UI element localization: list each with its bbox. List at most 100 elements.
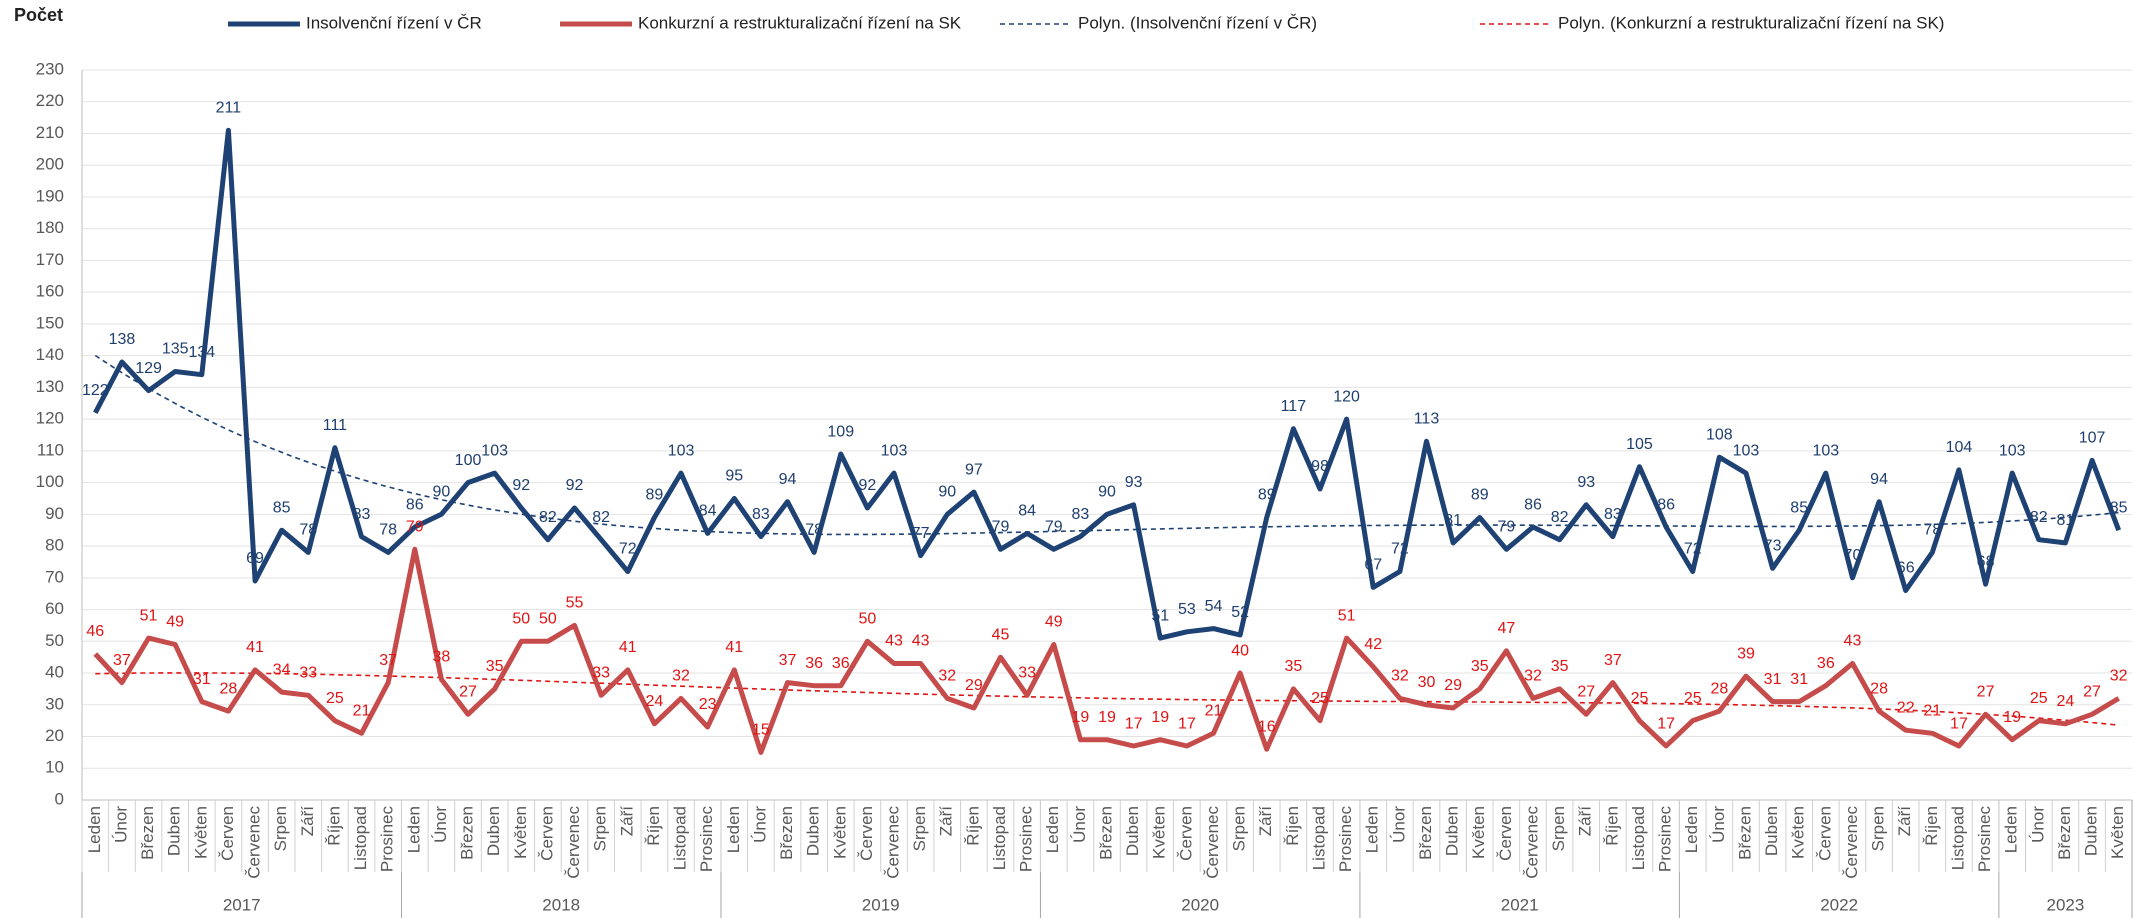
data-label: 72	[1391, 541, 1409, 558]
y-tick-label: 110	[37, 440, 64, 459]
legend-label: Konkurzní a restrukturalizační řízení na…	[638, 13, 962, 32]
data-label: 50	[539, 611, 557, 628]
x-tick-label: Září	[1256, 806, 1275, 837]
data-label: 92	[566, 477, 584, 494]
data-label: 28	[1710, 680, 1728, 697]
y-tick-label: 50	[45, 631, 64, 650]
x-tick-label: Říjen	[644, 806, 663, 846]
data-label: 30	[1418, 674, 1436, 691]
x-tick-label: Únor	[1709, 806, 1728, 843]
data-label: 104	[1946, 439, 1973, 456]
x-tick-label: Říjen	[963, 806, 982, 846]
data-label: 83	[1604, 506, 1622, 523]
x-tick-label: Únor	[750, 806, 769, 843]
x-tick-label: Listopad	[1309, 806, 1328, 870]
x-group-label: 2017	[223, 895, 261, 914]
data-label: 103	[481, 442, 508, 459]
x-tick-label: Leden	[2002, 806, 2021, 853]
data-label: 81	[2057, 512, 2075, 529]
data-label: 33	[592, 664, 610, 681]
x-tick-label: Leden	[85, 806, 104, 853]
x-group-label: 2018	[542, 895, 580, 914]
data-label: 77	[912, 525, 930, 542]
data-label: 100	[455, 452, 482, 469]
data-label: 94	[1870, 471, 1888, 488]
data-label: 83	[353, 506, 371, 523]
data-label: 41	[246, 639, 264, 656]
data-label: 82	[539, 509, 557, 526]
x-tick-label: Říjen	[1602, 806, 1621, 846]
x-tick-label: Prosinec	[1975, 806, 1994, 873]
data-label: 129	[135, 360, 162, 377]
data-label: 32	[2110, 668, 2128, 685]
y-tick-label: 30	[45, 694, 64, 713]
x-tick-label: Květen	[830, 806, 849, 859]
x-tick-label: Září	[617, 806, 636, 837]
x-tick-label: Listopad	[351, 806, 370, 870]
data-label: 23	[699, 696, 717, 713]
data-label: 89	[646, 487, 664, 504]
x-group-label: 2023	[2047, 895, 2085, 914]
data-label: 67	[1364, 557, 1382, 574]
data-label: 40	[1231, 642, 1249, 659]
data-label: 25	[1631, 690, 1649, 707]
data-label: 36	[1817, 655, 1835, 672]
data-label: 111	[323, 417, 347, 434]
x-tick-label: Červen	[857, 806, 876, 861]
data-label: 37	[113, 652, 131, 669]
data-label: 79	[992, 518, 1010, 535]
x-tick-label: Květen	[1789, 806, 1808, 859]
data-label: 107	[2079, 430, 2106, 447]
data-label: 81	[1444, 512, 1462, 529]
data-label: 86	[1524, 496, 1542, 513]
x-tick-label: Březen	[777, 806, 796, 860]
data-label: 54	[1205, 598, 1223, 615]
x-tick-label: Duben	[1123, 806, 1142, 856]
y-tick-label: 150	[36, 313, 64, 332]
x-tick-label: Duben	[2082, 806, 2101, 856]
data-label: 24	[2057, 693, 2075, 710]
data-label: 37	[379, 652, 397, 669]
data-label: 82	[1551, 509, 1569, 526]
data-label: 103	[1812, 442, 1839, 459]
data-label: 78	[805, 522, 823, 539]
data-label: 93	[1125, 474, 1143, 491]
x-tick-label: Červen	[1815, 806, 1834, 861]
data-label: 43	[912, 633, 930, 650]
data-label: 53	[1178, 601, 1196, 618]
data-label: 52	[1231, 604, 1249, 621]
x-group-label: 2021	[1501, 895, 1539, 914]
data-label: 43	[1844, 633, 1862, 650]
data-label: 27	[459, 684, 477, 701]
data-label: 27	[1977, 684, 1995, 701]
data-label: 36	[805, 655, 823, 672]
data-label: 35	[486, 658, 504, 675]
data-label: 28	[220, 680, 238, 697]
x-tick-label: Leden	[724, 806, 743, 853]
data-label: 122	[82, 382, 109, 399]
data-label: 103	[881, 442, 908, 459]
x-tick-label: Prosinec	[1336, 806, 1355, 873]
data-label: 46	[86, 623, 104, 640]
data-label: 105	[1626, 436, 1653, 453]
x-tick-label: Říjen	[324, 806, 343, 846]
data-label: 49	[166, 614, 184, 631]
data-label: 43	[885, 633, 903, 650]
data-label: 25	[1311, 690, 1329, 707]
data-label: 29	[1444, 677, 1462, 694]
legend-label: Insolvenční řízení v ČR	[306, 13, 482, 32]
x-tick-label: Červen	[218, 806, 237, 861]
data-label: 85	[2110, 499, 2128, 516]
data-label: 19	[2003, 709, 2021, 726]
x-tick-label: Duben	[484, 806, 503, 856]
data-label: 92	[858, 477, 876, 494]
x-tick-label: Listopad	[1948, 806, 1967, 870]
y-tick-label: 90	[45, 504, 64, 523]
data-label: 79	[1045, 518, 1063, 535]
trendline	[94, 354, 2119, 536]
data-label: 109	[827, 423, 854, 440]
x-tick-label: Březen	[1416, 806, 1435, 860]
data-label: 85	[1790, 499, 1808, 516]
y-tick-label: 140	[36, 345, 64, 364]
data-label: 55	[566, 595, 584, 612]
